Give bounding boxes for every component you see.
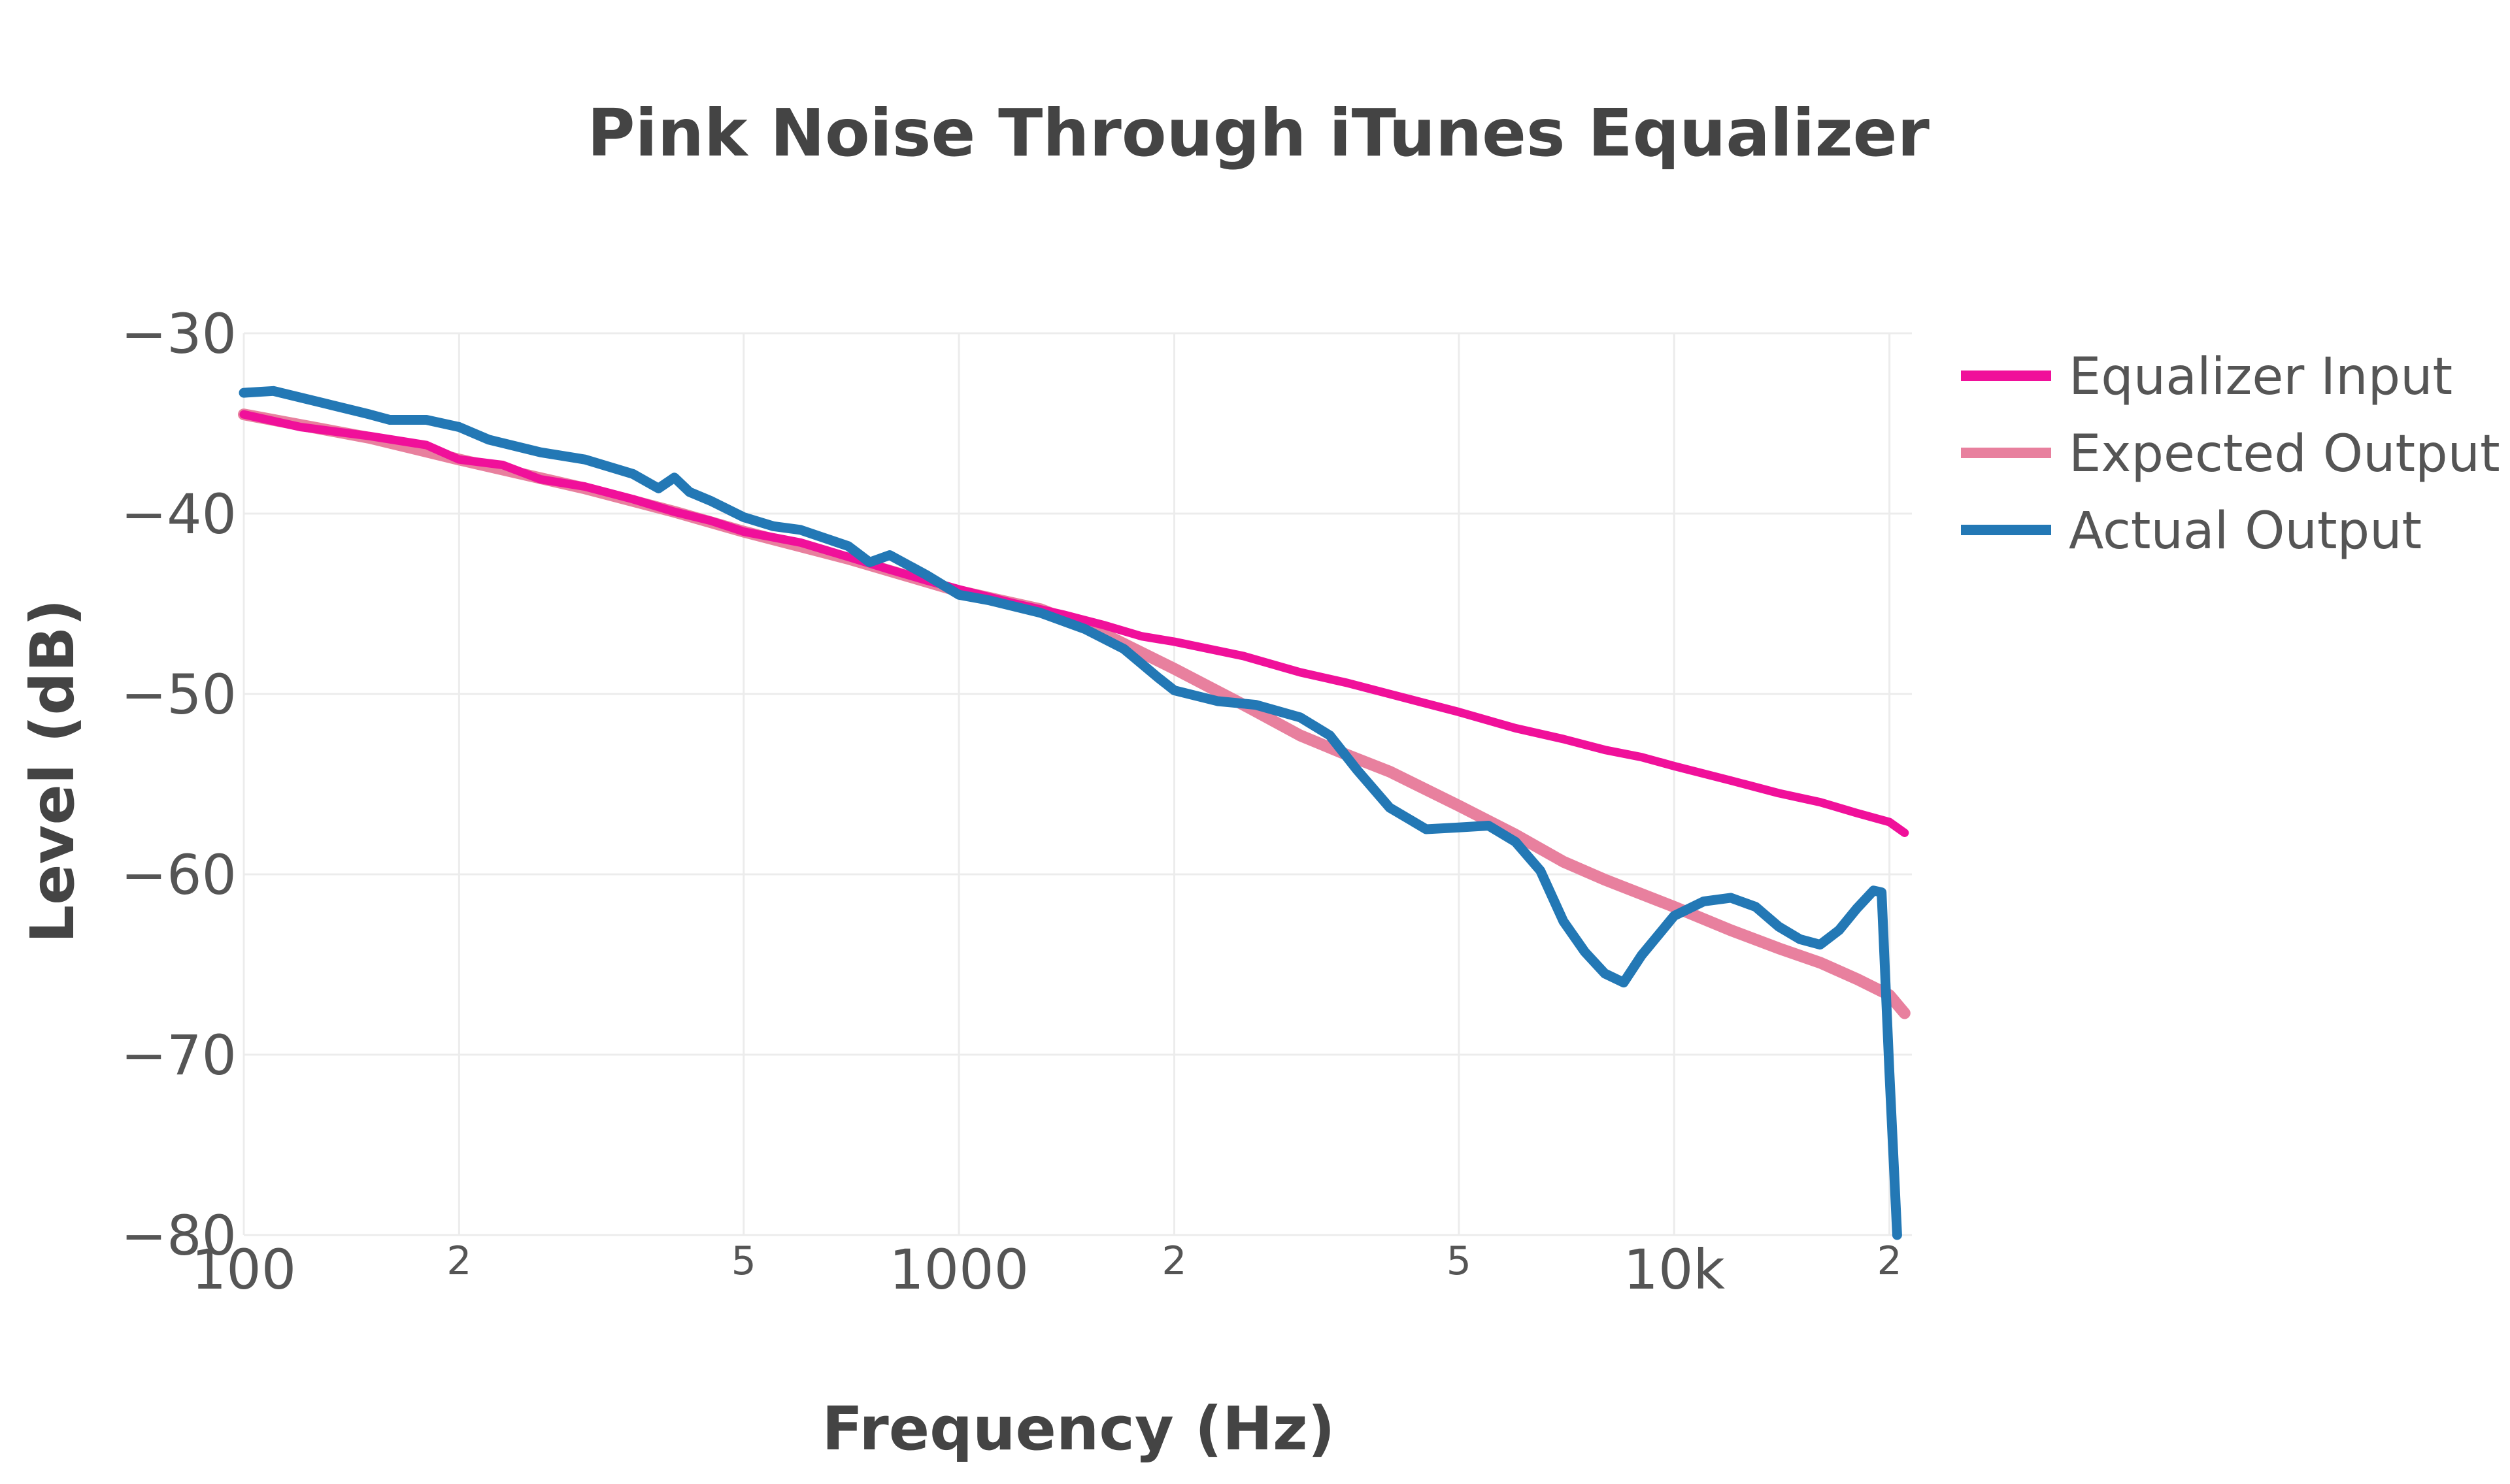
x-tick-label: 5	[1447, 1238, 1471, 1284]
y-axis-ticks: −30 −40 −50 −60 −70 −80	[121, 302, 237, 1268]
y-tick-label: −40	[121, 482, 237, 546]
x-axis-title: Frequency (Hz)	[822, 1394, 1335, 1464]
chart-title: Pink Noise Through iTunes Equalizer	[587, 95, 1930, 171]
series-line-actual-output	[239, 386, 1902, 1240]
y-tick-label: −70	[121, 1023, 237, 1087]
legend-label-expected-output: Expected Output	[2069, 425, 2500, 484]
x-tick-label: 1000	[889, 1238, 1029, 1302]
y-tick-label: −50	[121, 663, 237, 727]
plot-series	[238, 386, 1911, 1240]
y-axis-title: Level (dB)	[18, 599, 88, 943]
x-tick-label: 2	[1162, 1238, 1186, 1284]
y-tick-label: −30	[121, 302, 237, 366]
legend-label-actual-output: Actual Output	[2069, 502, 2422, 561]
x-axis-ticks: 100 2 5 1000 2 5 10k 2	[192, 1238, 1902, 1302]
y-tick-label: −80	[121, 1204, 237, 1268]
y-tick-label: −60	[121, 843, 237, 907]
x-tick-label: 5	[731, 1238, 756, 1284]
x-tick-label: 10k	[1624, 1238, 1726, 1302]
series-line-equalizer-input	[239, 410, 1909, 837]
legend-label-equalizer-input: Equalizer Input	[2069, 348, 2452, 406]
x-tick-label: 100	[192, 1238, 296, 1302]
x-tick-label: 2	[1877, 1238, 1902, 1284]
legend: Equalizer Input Expected Output Actual Out…	[1961, 348, 2500, 561]
x-tick-label: 2	[446, 1238, 471, 1284]
